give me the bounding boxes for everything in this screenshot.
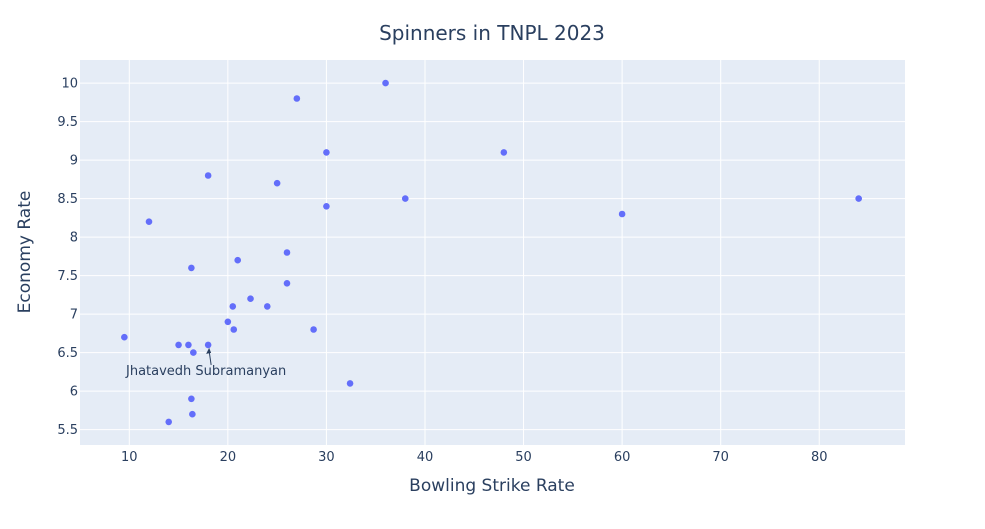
- data-point: [310, 326, 317, 333]
- data-point: [855, 195, 862, 202]
- y-tick-label: 7: [70, 308, 78, 323]
- data-point: [190, 349, 197, 356]
- data-point: [230, 326, 238, 333]
- data-point: [175, 341, 182, 349]
- data-point: [500, 149, 508, 156]
- data-point: [273, 179, 281, 187]
- y-tick-label: 9.5: [57, 115, 78, 130]
- plot-area: [80, 60, 905, 445]
- x-tick-label: 40: [417, 450, 434, 465]
- y-tick-label: 6.5: [57, 346, 78, 361]
- data-points: [121, 79, 862, 426]
- data-point: [323, 149, 330, 156]
- y-tick-label: 8.5: [57, 192, 78, 207]
- y-tick-label: 10: [61, 77, 78, 92]
- data-point: [188, 395, 195, 403]
- data-point: [382, 79, 389, 87]
- y-axis-title: Economy Rate: [15, 191, 35, 314]
- y-axis-ticks: 5.5 6 6.5 7 7.5 8 8.5 9 9.5 10: [57, 77, 78, 439]
- y-tick-label: 9: [70, 154, 78, 169]
- data-point: [224, 318, 232, 326]
- data-point: [247, 295, 254, 303]
- data-point: [189, 410, 196, 418]
- data-point: [283, 249, 291, 256]
- data-point: [323, 203, 330, 210]
- chart-title: Spinners in TNPL 2023: [379, 21, 605, 45]
- x-axis-title: Bowling Strike Rate: [409, 476, 575, 496]
- grid-lines: [80, 60, 905, 445]
- x-axis-ticks: 10 20 30 40 50 60 70 80: [121, 450, 828, 465]
- annotations: Jhatavedh Subramanyan: [125, 347, 286, 379]
- data-point: [234, 256, 242, 264]
- data-point: [283, 280, 291, 287]
- x-tick-label: 10: [121, 450, 138, 465]
- data-point: [145, 218, 153, 225]
- data-point: [263, 303, 271, 310]
- y-tick-label: 6: [70, 385, 78, 400]
- y-tick-label: 7.5: [57, 269, 78, 284]
- data-point: [346, 380, 354, 387]
- data-point: [185, 341, 192, 349]
- annotation-label: Jhatavedh Subramanyan: [125, 364, 286, 379]
- data-point: [121, 333, 128, 341]
- x-tick-label: 50: [515, 450, 532, 465]
- x-tick-label: 70: [712, 450, 729, 465]
- y-tick-label: 5.5: [57, 423, 78, 438]
- x-tick-label: 30: [318, 450, 335, 465]
- data-point: [229, 303, 237, 310]
- data-point: [188, 264, 195, 272]
- data-point: [401, 195, 409, 202]
- data-point: [293, 95, 301, 102]
- annotation-arrow-line: [208, 350, 212, 365]
- annotation-arrow-head: [206, 347, 212, 354]
- y-tick-label: 8: [70, 231, 78, 246]
- x-tick-label: 60: [614, 450, 631, 465]
- data-point: [618, 210, 626, 218]
- data-point: [204, 172, 212, 179]
- data-point: [204, 341, 212, 349]
- x-tick-label: 20: [220, 450, 237, 465]
- data-point: [165, 418, 173, 426]
- x-tick-label: 80: [811, 450, 828, 465]
